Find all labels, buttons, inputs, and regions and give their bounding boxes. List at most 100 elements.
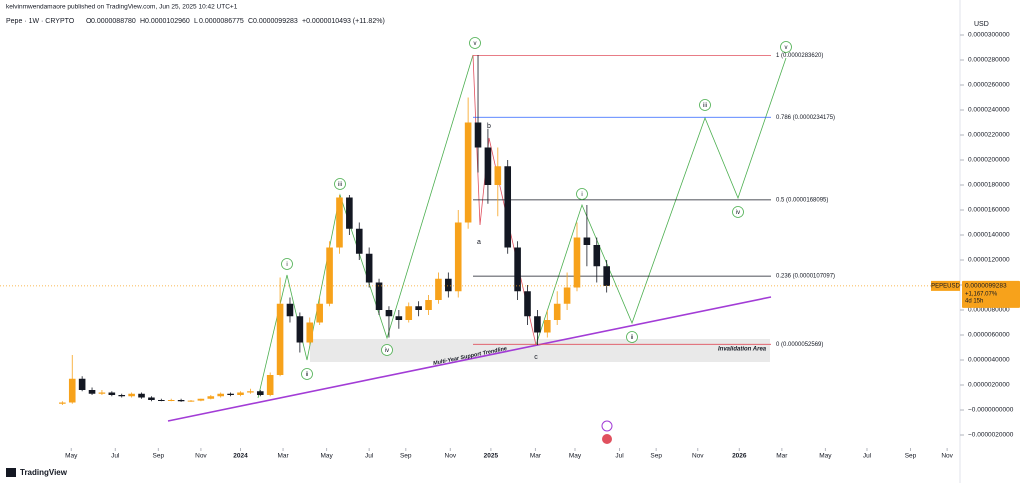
logo-mark bbox=[6, 468, 16, 477]
candle-body bbox=[464, 122, 472, 223]
ohlc-value: 0.0000086775 bbox=[199, 18, 244, 25]
candle-body bbox=[316, 303, 323, 323]
symbol: Pepe · 1W · CRYPTO bbox=[6, 18, 75, 25]
candles bbox=[59, 55, 610, 405]
x-tick-label: 2024 bbox=[233, 453, 248, 460]
candle-body bbox=[286, 303, 294, 317]
candle-body bbox=[445, 278, 452, 292]
candle-body bbox=[158, 400, 165, 401]
currency: USD bbox=[974, 21, 989, 28]
candle-body bbox=[177, 400, 185, 402]
x-tick-label: May bbox=[320, 453, 333, 460]
ohlc-key: C bbox=[248, 18, 253, 25]
x-tick-label: Sep bbox=[905, 453, 917, 460]
candle-body bbox=[346, 197, 353, 229]
wave-label: iii bbox=[338, 182, 342, 188]
event-icon bbox=[602, 434, 612, 444]
candle-body bbox=[187, 400, 195, 402]
x-tick-label: Mar bbox=[530, 453, 542, 460]
candle-body bbox=[108, 392, 116, 395]
candle-body bbox=[365, 253, 373, 283]
wave-label: v bbox=[785, 45, 788, 51]
y-tick-label: 0.0000220000 bbox=[968, 132, 1010, 139]
candle-body bbox=[494, 166, 502, 185]
candle-body bbox=[266, 375, 274, 395]
wave-badge bbox=[732, 206, 744, 218]
candle-body bbox=[415, 306, 422, 310]
candle-body bbox=[138, 393, 145, 398]
wave-badge bbox=[699, 99, 711, 111]
x-tick-label: Nov bbox=[941, 453, 953, 460]
candle-body bbox=[524, 291, 531, 317]
y-tick-label: 0.0000200000 bbox=[968, 157, 1010, 164]
y-tick-label: −0.0000020000 bbox=[968, 432, 1014, 439]
wave-badge bbox=[334, 178, 346, 190]
y-tick-label: 0.0000040000 bbox=[968, 357, 1010, 364]
x-tick-label: Nov bbox=[195, 453, 207, 460]
x-tick-label: 2026 bbox=[732, 453, 747, 460]
y-tick-label: 0.0000060000 bbox=[968, 332, 1010, 339]
overlay: 1 (0.0000283620) 0.786 (0.0000234175) 0.5 … bbox=[281, 37, 835, 380]
candle-body bbox=[543, 320, 551, 333]
candle-body bbox=[306, 322, 314, 343]
candle-body bbox=[474, 122, 482, 148]
fib-label: 0.5 (0.0000168095) bbox=[776, 197, 828, 203]
wave-badge bbox=[626, 331, 638, 343]
wave-label: v bbox=[474, 41, 477, 47]
candle-body bbox=[553, 303, 561, 320]
x-tick-label: Nov bbox=[445, 453, 457, 460]
x-tick-label: Sep bbox=[400, 453, 412, 460]
wave-badge bbox=[780, 41, 792, 53]
price-tag-change: +1,167.07% bbox=[965, 291, 998, 297]
y-tick-label: 0.0000160000 bbox=[968, 207, 1010, 214]
candle-body bbox=[385, 310, 393, 317]
price-tag-countdown: 4d 15h bbox=[965, 298, 983, 304]
ohlc-value: 0.0000102960 bbox=[145, 18, 190, 25]
ohlc-value: 0.0000099283 bbox=[253, 18, 298, 25]
candle-body bbox=[68, 378, 76, 403]
candle-body bbox=[98, 392, 106, 394]
wave-badge bbox=[469, 37, 481, 49]
y-tick-label: 0.0000140000 bbox=[968, 232, 1010, 239]
candle-body bbox=[375, 282, 383, 310]
candle-body bbox=[167, 400, 175, 401]
invalidation-area bbox=[310, 339, 770, 362]
candle-body bbox=[504, 166, 512, 248]
candle-body bbox=[593, 245, 601, 267]
x-tick-label: May bbox=[569, 453, 582, 460]
candle-body bbox=[563, 287, 571, 304]
wave-badge bbox=[576, 188, 588, 200]
wave-label: iv bbox=[385, 348, 389, 354]
candle-body bbox=[237, 392, 244, 395]
axes: 0.0000300000 0.0000280000 0.0000260000 0.00… bbox=[65, 32, 1014, 460]
wave-label: ii bbox=[631, 335, 634, 341]
invalidation-label: Invalidation Area bbox=[718, 347, 767, 353]
footer-logo: TradingView bbox=[20, 468, 68, 477]
ohlc-key: L bbox=[194, 18, 198, 25]
candle-body bbox=[296, 316, 304, 343]
candle-body bbox=[148, 397, 155, 400]
symbol-tag bbox=[931, 280, 960, 291]
candle-body bbox=[405, 306, 413, 320]
wave-label: i bbox=[286, 262, 287, 268]
wave-label: i bbox=[581, 192, 582, 198]
candle-body bbox=[514, 247, 521, 292]
abc-label: b bbox=[487, 123, 491, 130]
y-tick-label: 0.0000180000 bbox=[968, 182, 1010, 189]
fib-label: 0.236 (0.0000107097) bbox=[776, 274, 835, 280]
candle-body bbox=[88, 390, 96, 394]
candle-body bbox=[227, 393, 234, 395]
y-tick-label: 0.0000240000 bbox=[968, 107, 1010, 114]
candle-body bbox=[395, 316, 403, 320]
x-tick-label: Mar bbox=[277, 453, 289, 460]
x-tick-label: Jul bbox=[863, 453, 872, 460]
candle-body bbox=[118, 395, 126, 397]
symbol-tag-text: PEPEUSD bbox=[931, 283, 960, 289]
candle-body bbox=[276, 303, 284, 375]
x-tick-label: Jul bbox=[365, 453, 374, 460]
wave-label: iv bbox=[736, 210, 740, 216]
wave-label: ii bbox=[306, 372, 309, 378]
candle-body bbox=[247, 391, 254, 393]
ohlc-change: +0.0000010493 (+11.82%) bbox=[302, 18, 385, 25]
candle-body bbox=[573, 237, 581, 288]
